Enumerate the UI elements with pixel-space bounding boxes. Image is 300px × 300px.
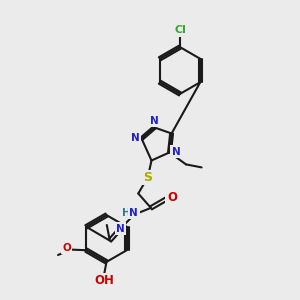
Text: N: N	[172, 147, 181, 157]
Text: Cl: Cl	[174, 25, 186, 35]
Text: OH: OH	[95, 274, 115, 287]
Text: N: N	[116, 224, 125, 234]
Text: S: S	[143, 171, 152, 184]
Text: H: H	[122, 208, 130, 218]
Text: N: N	[129, 208, 138, 218]
Text: N: N	[149, 116, 158, 126]
Text: N: N	[130, 133, 140, 143]
Text: O: O	[62, 243, 71, 253]
Text: O: O	[167, 191, 177, 204]
